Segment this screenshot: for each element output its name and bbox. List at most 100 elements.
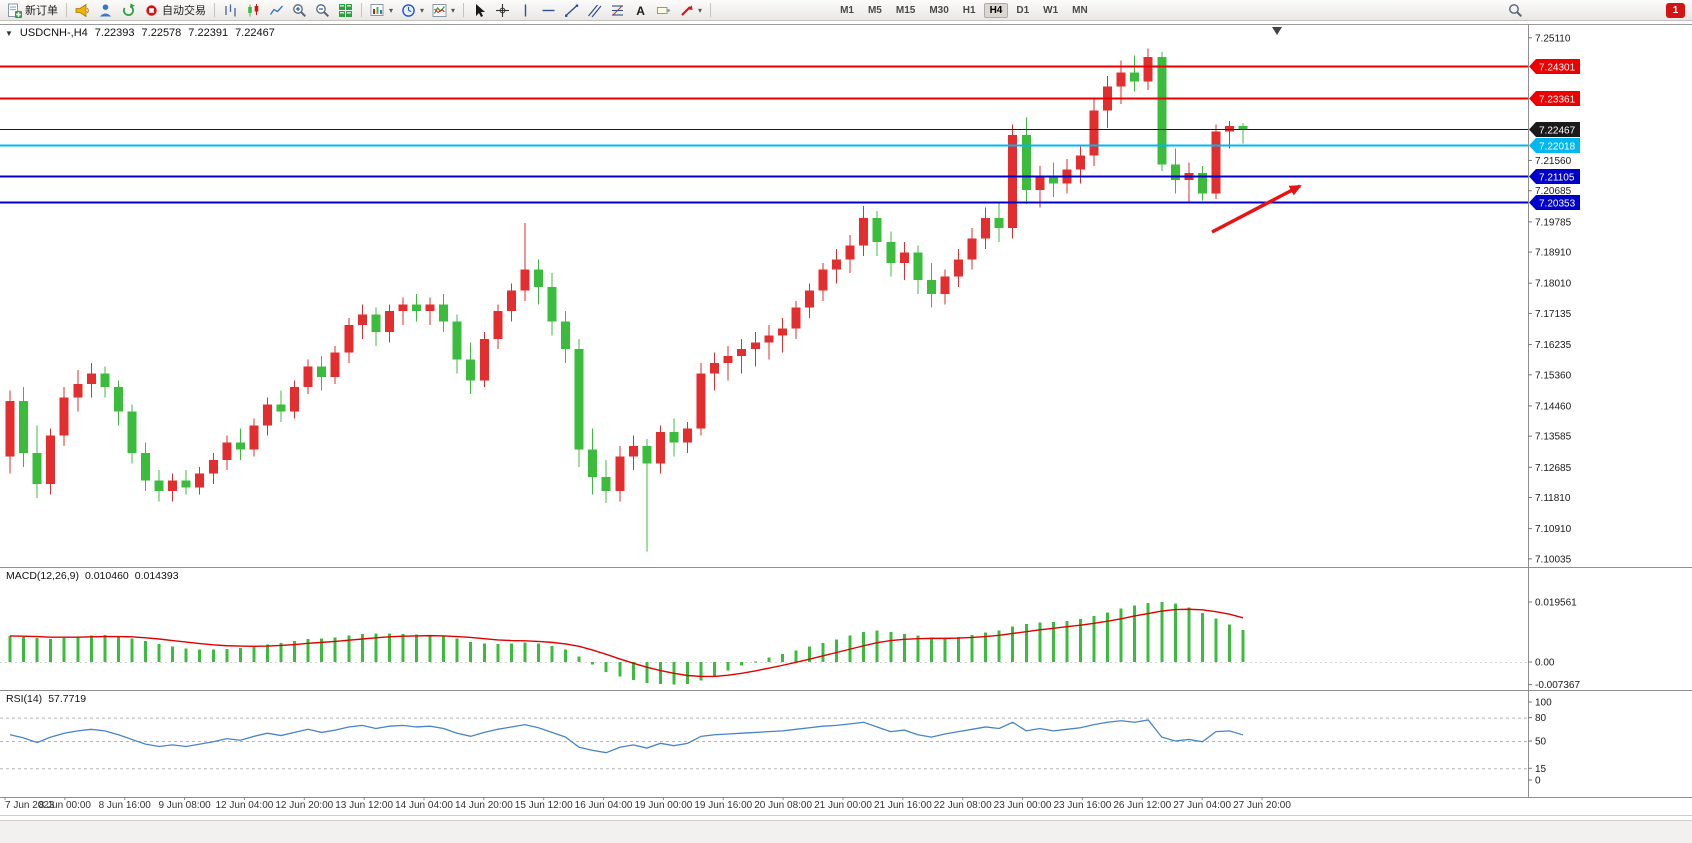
timeframe-m15-button[interactable]: M15 — [895, 4, 916, 16]
macd-histogram-bar — [401, 633, 405, 662]
macd-histogram-bar — [144, 641, 147, 662]
candle — [520, 269, 530, 291]
price-tag — [1529, 91, 1580, 106]
cursor-tool-button[interactable] — [469, 2, 490, 19]
notification-badge[interactable]: 1 — [1666, 2, 1685, 18]
zoom-out-button[interactable] — [312, 2, 333, 19]
chart-objects-toggle[interactable]: ▼ — [5, 28, 13, 38]
candlestick-mode-button[interactable] — [243, 2, 264, 19]
candle — [954, 259, 963, 277]
refresh-button[interactable] — [118, 2, 139, 19]
text-tool-button[interactable]: A — [630, 2, 651, 19]
timeframe-m1-button[interactable]: M1 — [840, 4, 854, 16]
candle — [967, 238, 977, 260]
vertical-line-tool-button[interactable] — [515, 2, 536, 19]
timeframe-group: M1 M5 M15 M30 H1 H4 D1 W1 MN — [834, 2, 1094, 18]
period-dropdown[interactable]: ▾ — [398, 2, 427, 19]
candle — [642, 446, 652, 464]
timeframe-m30-button[interactable]: M30 — [929, 4, 949, 16]
candle — [262, 404, 272, 426]
time-axis-label: 21 Jun 16:00 — [874, 800, 932, 811]
time-axis-label: 15 Jun 12:00 — [515, 800, 573, 811]
macd-histogram-bar — [184, 648, 188, 662]
ohlc-close: 7.22467 — [235, 27, 275, 39]
macd-histogram-bar — [564, 649, 568, 662]
new-chart-dropdown[interactable]: ▾ — [367, 2, 396, 19]
macd-histogram-bar — [618, 662, 622, 677]
macd-histogram-bar — [482, 643, 486, 662]
timeframe-h4-button[interactable]: H4 — [983, 2, 1009, 18]
macd-histogram-bar — [198, 649, 202, 662]
timeframe-mn-button[interactable]: MN — [1072, 4, 1088, 16]
auto-trading-button[interactable]: 自动交易 — [141, 2, 209, 19]
timeframe-h1-button[interactable]: H1 — [962, 4, 976, 16]
candle — [1170, 164, 1180, 180]
macd-histogram-bar — [713, 662, 717, 676]
candle — [439, 304, 449, 322]
macd-histogram-bar — [1024, 623, 1028, 662]
macd-histogram-bar — [604, 662, 608, 672]
tile-windows-button[interactable] — [335, 2, 356, 19]
macd-axis-label: -0.007367 — [1535, 680, 1580, 691]
chart-shift-marker[interactable] — [1272, 27, 1282, 35]
candle — [493, 311, 503, 339]
crosshair-tool-button[interactable] — [492, 2, 513, 19]
macd-histogram-bar — [902, 633, 906, 662]
time-axis-label: 19 Jun 00:00 — [635, 800, 693, 811]
arrows-tool-dropdown[interactable]: ▾ — [676, 2, 705, 19]
candle — [574, 349, 584, 450]
price-tag-label: 7.22018 — [1539, 141, 1576, 152]
timeframe-m5-button[interactable]: M5 — [867, 4, 882, 16]
rsi-axis-label: 80 — [1535, 713, 1547, 724]
horizontal-line-tool-button[interactable] — [538, 2, 559, 19]
candle — [926, 280, 936, 294]
trend-arrow-annotation[interactable] — [1211, 184, 1302, 234]
macd-histogram-bar — [347, 635, 351, 662]
bar-chart-mode-button[interactable] — [220, 2, 241, 19]
price-axis-label: 7.10035 — [1535, 554, 1572, 565]
fibonacci-tool-button[interactable] — [607, 2, 628, 19]
status-bar — [0, 820, 1692, 843]
new-order-button[interactable]: 新订单 — [4, 2, 61, 19]
main-toolbar: 新订单 自动交易 — [0, 0, 1692, 21]
candle — [588, 449, 598, 478]
time-axis-label: 21 Jun 00:00 — [814, 800, 872, 811]
timeframe-w1-button[interactable]: W1 — [1043, 4, 1059, 16]
line-chart-mode-button[interactable] — [266, 2, 287, 19]
macd-histogram-bar — [265, 644, 269, 662]
candle — [1143, 57, 1153, 82]
macd-histogram-bar — [1092, 615, 1096, 662]
search-button[interactable] — [1505, 2, 1526, 19]
channel-icon — [588, 4, 602, 17]
label-icon — [657, 6, 670, 14]
price-axis-label: 7.21560 — [1535, 156, 1572, 167]
candle — [859, 217, 869, 246]
channel-tool-button[interactable] — [584, 2, 605, 19]
announcement-button[interactable] — [72, 2, 93, 19]
macd-histogram-bar — [631, 662, 635, 680]
price-tag-label: 7.21105 — [1539, 172, 1575, 183]
macd-histogram-bar — [49, 638, 53, 662]
candle — [1157, 57, 1167, 165]
tile-windows-icon — [339, 3, 352, 17]
candle — [561, 321, 571, 350]
candle — [1075, 155, 1085, 170]
time-axis-label: 9 Jun 08:00 — [158, 800, 211, 811]
candle — [832, 259, 842, 270]
indicators-dropdown[interactable]: ▾ — [429, 2, 458, 19]
chart-canvas[interactable]: 7.24301 7.23361 7.22467 7.22018 7.21105 7.203… — [0, 22, 1692, 820]
timeframe-d1-button[interactable]: D1 — [1016, 4, 1030, 16]
text-label-tool-button[interactable] — [653, 2, 674, 19]
trendline-tool-button[interactable] — [561, 2, 582, 19]
candle — [113, 387, 123, 412]
community-button[interactable] — [95, 2, 116, 19]
candle — [479, 338, 489, 381]
candle — [1130, 72, 1140, 82]
macd-histogram-bar — [780, 654, 784, 662]
macd-histogram-bar — [970, 635, 974, 662]
candle — [1211, 131, 1221, 194]
candle — [1225, 126, 1234, 132]
macd-histogram-bar — [103, 635, 107, 662]
zoom-in-button[interactable] — [289, 2, 310, 19]
macd-histogram-bar — [374, 633, 378, 662]
